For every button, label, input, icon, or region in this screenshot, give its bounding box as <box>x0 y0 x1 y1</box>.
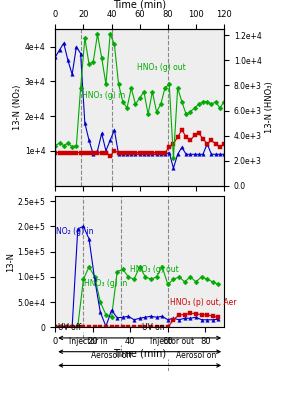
Text: UV on: UV on <box>142 323 165 332</box>
Text: UV off: UV off <box>58 323 81 332</box>
X-axis label: Time (min): Time (min) <box>113 349 166 359</box>
Text: Injector out: Injector out <box>150 337 195 346</box>
Text: NO₂ (g) in: NO₂ (g) in <box>56 227 94 236</box>
Text: Aerosol off: Aerosol off <box>91 351 132 359</box>
Text: HNO₃ (g) in: HNO₃ (g) in <box>84 279 128 288</box>
Y-axis label: 13-N (NO₂): 13-N (NO₂) <box>13 85 22 130</box>
Text: HNO₃ (g) out: HNO₃ (g) out <box>137 63 186 73</box>
Text: HNO₃ (g) in: HNO₃ (g) in <box>82 91 125 100</box>
Text: Injector in: Injector in <box>69 337 107 346</box>
Y-axis label: 13-N: 13-N <box>6 252 15 271</box>
Y-axis label: 13-N (HNO₃): 13-N (HNO₃) <box>265 81 274 133</box>
Text: Aerosol on: Aerosol on <box>176 351 216 359</box>
Text: HNO₃ (g) out: HNO₃ (g) out <box>130 265 179 274</box>
X-axis label: Time (min): Time (min) <box>113 0 166 10</box>
Text: HNO₃ (p) out, Aer: HNO₃ (p) out, Aer <box>170 298 236 306</box>
